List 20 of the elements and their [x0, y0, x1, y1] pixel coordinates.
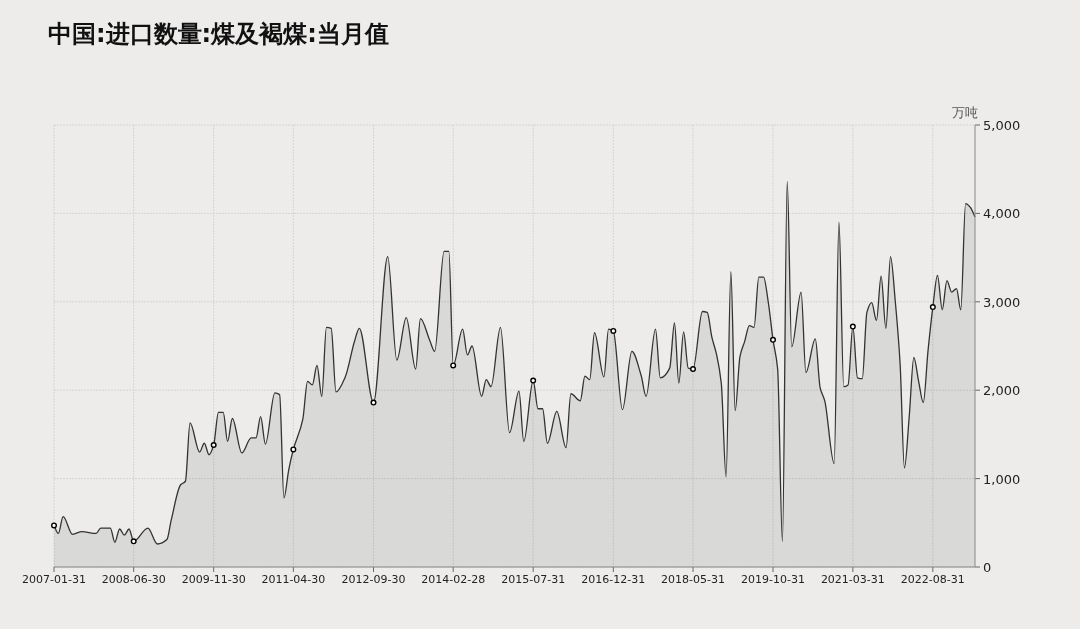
y-tick-label: 0 — [983, 560, 992, 575]
y-tick-label: 2,000 — [983, 383, 1021, 399]
x-tick-label: 2014-02-28 — [421, 573, 486, 586]
y-tick-label: 4,000 — [983, 206, 1021, 222]
y-axis-title: 万吨 — [952, 105, 978, 120]
x-tick-label: 2022-08-31 — [900, 573, 965, 586]
x-tick-label: 2007-01-31 — [22, 573, 86, 586]
x-tick-label: 2018-05-31 — [661, 573, 725, 586]
x-tick-label: 2012-09-30 — [341, 573, 406, 586]
x-tick-label: 2015-07-31 — [501, 573, 566, 586]
x-tick-label: 2016-12-31 — [581, 573, 646, 586]
x-tick-label: 2009-11-30 — [181, 573, 246, 586]
y-tick-label: 1,000 — [983, 471, 1021, 487]
y-tick-label: 5,000 — [983, 118, 1021, 133]
chart-title: 中国:进口数量:煤及褐煤:当月值 — [48, 20, 389, 48]
y-tick-label: 3,000 — [983, 294, 1021, 310]
x-tick-label: 2011-04-30 — [261, 573, 326, 586]
x-tick-label: 2019-10-31 — [741, 573, 805, 586]
x-tick-label: 2021-03-31 — [820, 573, 885, 586]
x-tick-label: 2008-06-30 — [101, 573, 166, 586]
